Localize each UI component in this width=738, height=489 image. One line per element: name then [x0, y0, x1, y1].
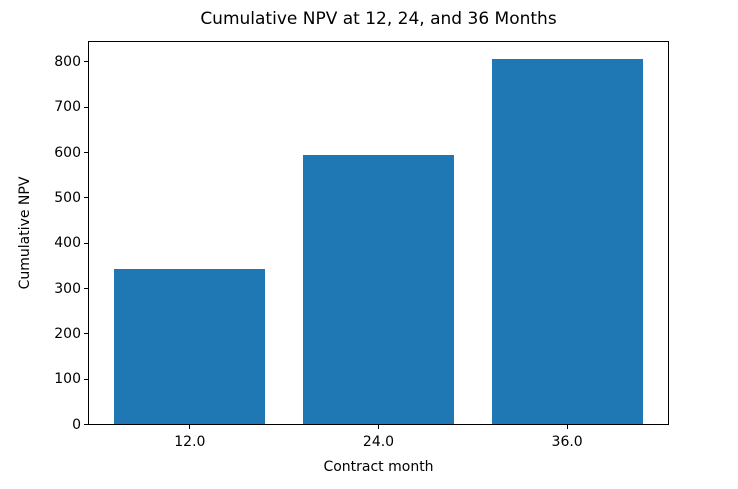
y-tick-label-0: 0: [72, 416, 81, 433]
x-tick-label-24.0: 24.0: [362, 433, 395, 450]
x-tick-label-36.0: 36.0: [551, 433, 583, 450]
y-tick-mark-200: [84, 333, 88, 335]
y-tick-label-400: 400: [54, 235, 81, 252]
x-tick-mark-36.0: [566, 424, 568, 429]
y-tick-mark-700: [84, 106, 88, 108]
x-tick-mark-12.0: [189, 424, 191, 429]
y-tick-mark-800: [84, 61, 88, 63]
y-tick-label-800: 800: [54, 53, 81, 70]
bar-24.0: [303, 154, 454, 425]
y-tick-mark-500: [84, 197, 88, 199]
y-tick-mark-300: [84, 288, 88, 289]
y-tick-mark-0: [84, 424, 88, 425]
y-tick-mark-100: [84, 378, 88, 380]
y-tick-label-700: 700: [54, 99, 81, 116]
bar-36.0: [491, 58, 643, 425]
y-tick-label-500: 500: [54, 189, 81, 206]
y-tick-label-200: 200: [54, 325, 81, 342]
y-tick-label-300: 300: [54, 280, 81, 297]
x-axis-label: Contract month: [323, 459, 434, 475]
plot-area: [88, 41, 669, 425]
y-tick-label-100: 100: [54, 371, 81, 388]
y-tick-mark-600: [84, 152, 88, 153]
y-tick-mark-400: [84, 242, 88, 244]
x-tick-label-12.0: 12.0: [174, 433, 206, 450]
chart-title: Cumulative NPV at 12, 24, and 36 Months: [200, 9, 557, 29]
bar-12.0: [114, 269, 266, 425]
y-tick-label-600: 600: [54, 144, 81, 161]
x-tick-mark-24.0: [378, 424, 379, 429]
